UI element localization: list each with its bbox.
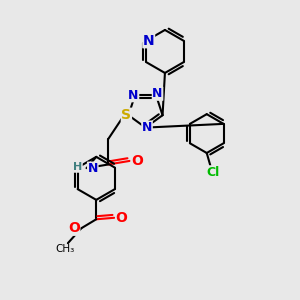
Text: N: N	[143, 34, 154, 48]
Text: O: O	[131, 154, 143, 168]
Text: N: N	[88, 162, 98, 175]
Text: Cl: Cl	[207, 166, 220, 179]
Text: O: O	[68, 221, 80, 235]
Text: N: N	[152, 87, 163, 100]
Text: N: N	[128, 89, 139, 102]
Text: H: H	[73, 162, 82, 172]
Text: O: O	[116, 211, 127, 225]
Text: S: S	[122, 108, 131, 122]
Text: CH₃: CH₃	[55, 244, 74, 254]
Text: N: N	[142, 121, 152, 134]
